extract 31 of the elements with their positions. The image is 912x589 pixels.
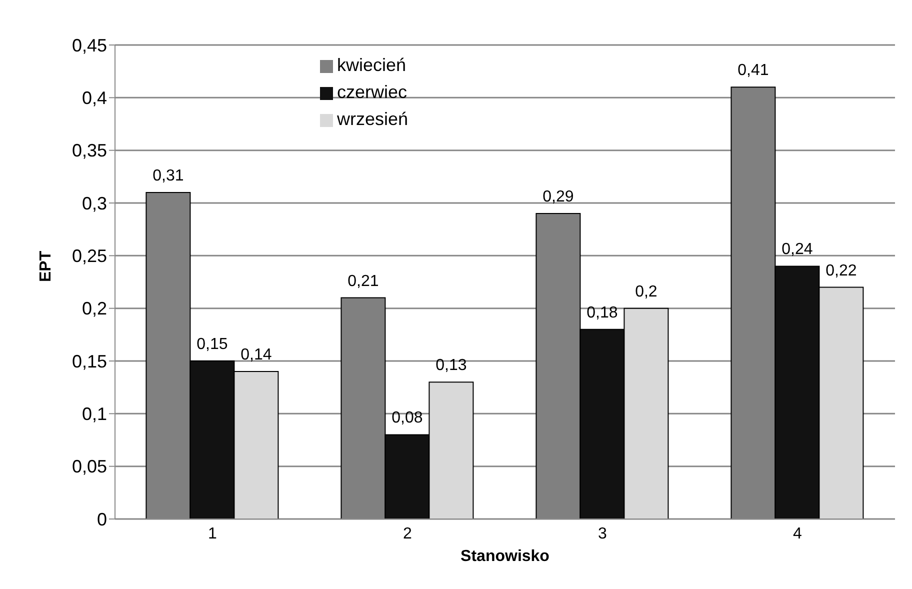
data-label: 0,18 — [586, 304, 618, 322]
x-tick-label: 4 — [793, 525, 802, 542]
legend-label: wrzesień — [337, 109, 408, 129]
x-tick-label: 1 — [208, 525, 218, 542]
data-label: 0,31 — [152, 167, 184, 184]
y-tick-label: 0,35 — [72, 140, 107, 161]
data-label: 0,41 — [738, 62, 769, 80]
legend-label: czerwiec — [337, 82, 408, 102]
y-tick-label: 0,1 — [82, 404, 107, 424]
y-tick-label: 0,2 — [82, 298, 107, 319]
data-label: 0,08 — [392, 410, 423, 427]
y-tick-label: 0,15 — [72, 351, 107, 372]
y-tick-label: 0 — [96, 509, 107, 530]
data-label: 0,29 — [542, 188, 574, 206]
x-tick-label: 2 — [403, 525, 412, 542]
y-tick-label: 0,05 — [72, 456, 107, 477]
y-tick-label: 0,45 — [72, 35, 107, 56]
data-label: 0,15 — [196, 336, 228, 353]
y-tick-label: 0,4 — [82, 88, 107, 108]
data-label: 0,14 — [240, 346, 272, 364]
y-axis-title: EPT — [38, 250, 55, 282]
y-tick-label: 0,25 — [72, 246, 107, 266]
x-tick-label: 3 — [598, 525, 608, 542]
data-label: 0,21 — [348, 272, 379, 290]
data-label: 0,22 — [826, 262, 857, 280]
data-label: 0,2 — [635, 283, 658, 300]
y-tick-label: 0,3 — [82, 193, 107, 214]
legend-label: kwiecień — [337, 55, 406, 75]
x-axis-title: Stanowisko — [460, 548, 550, 565]
data-label: 0,13 — [436, 357, 467, 374]
data-label: 0,24 — [782, 241, 813, 258]
